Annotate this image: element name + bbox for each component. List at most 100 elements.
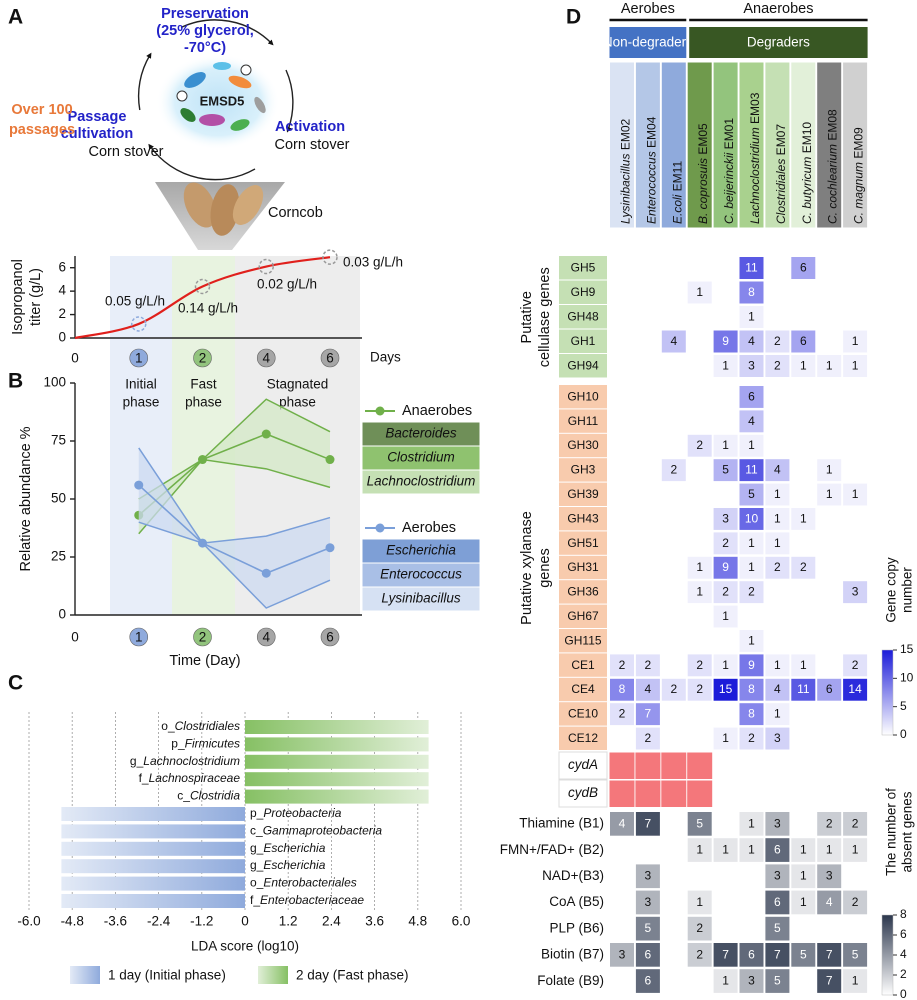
category-badge: [193, 627, 212, 647]
heat-cell: [739, 483, 764, 506]
heat-cell: [739, 281, 764, 304]
heat-cell: [713, 969, 738, 993]
row-label: GH36: [567, 585, 599, 599]
cell-label: 9: [722, 560, 729, 574]
heat-cell: [713, 508, 738, 530]
cycle-arrow: [285, 69, 294, 133]
category-badge: [256, 348, 276, 368]
section-label: Putative: [519, 291, 535, 343]
cell-label: 1: [722, 438, 729, 452]
legend-box: [361, 421, 481, 447]
cell-label: 1: [722, 842, 729, 856]
category-badge: [193, 348, 212, 368]
heat-cell: [635, 812, 660, 836]
row-header: [559, 726, 607, 750]
text-part: EM05: [696, 123, 710, 158]
x-tick-label: 4.8: [408, 914, 427, 929]
cell: [176, 90, 188, 102]
legend-box: [361, 562, 481, 588]
cell-label: 1: [826, 358, 833, 372]
row-header: [559, 677, 607, 702]
text-part: Gammaproteobacteria: [263, 824, 383, 838]
cell-label: 2: [696, 682, 703, 696]
cell-label: 2: [696, 947, 703, 961]
row-header: [559, 256, 607, 280]
text-part: C. magnum: [852, 162, 866, 224]
heat-cell: [713, 654, 738, 677]
cell-label: 1: [722, 973, 729, 987]
cell-label: 1: [722, 609, 729, 623]
phase-label: Fast: [190, 377, 217, 392]
cell-label: 1: [722, 658, 729, 672]
heat-cell: [635, 943, 660, 967]
bar: [61, 807, 246, 821]
row-header: [559, 629, 607, 653]
category-label: g_Escherichia: [250, 858, 326, 872]
cell-label: 11: [745, 260, 758, 274]
heat-cell: [635, 727, 660, 750]
y-axis-label: Relative abundance %: [18, 426, 34, 571]
heat-cell: [765, 654, 790, 677]
heat-cell: [843, 654, 868, 677]
cell-label: 3: [748, 358, 755, 372]
annotation: 0.03 g/L/h: [343, 255, 403, 270]
heat-cell: [765, 943, 790, 967]
row-label: GH94: [567, 358, 599, 372]
cell-label: 4: [748, 414, 755, 428]
cell-label: 1: [800, 842, 807, 856]
row-header: [558, 779, 608, 808]
bacteria: [176, 62, 266, 131]
heat-cell: [817, 969, 842, 993]
bar: [61, 824, 246, 839]
heat-cell: [791, 943, 816, 967]
cell-label: 2: [696, 438, 703, 452]
diagram-label: Preservation: [161, 6, 249, 22]
heat-cell: [713, 838, 738, 862]
series-line: [74, 256, 331, 340]
cell-label: 5: [645, 921, 652, 935]
heat-cell: [713, 330, 738, 353]
section-label: Putative xylanase: [519, 511, 535, 625]
legend-box: [361, 469, 481, 495]
row-label: GH48: [567, 309, 599, 323]
cell-label: 7: [774, 947, 781, 961]
heat-cell: [765, 916, 790, 941]
presence-cell: [661, 752, 687, 779]
column-header: [609, 61, 635, 229]
legend-item: Bacteroides: [385, 426, 457, 441]
row-header: [559, 580, 607, 604]
heat-cell: [765, 969, 790, 993]
heat-cell: [791, 257, 816, 279]
annotation: 0.05 g/L/h: [105, 294, 165, 309]
text-part: Enterococcus: [645, 151, 659, 224]
category-badge: [129, 627, 149, 647]
legend-label: Aerobes: [402, 520, 456, 536]
bar: [245, 720, 429, 734]
cell-label: 3: [826, 869, 833, 883]
cell-label: 1: [826, 463, 833, 477]
legend-marker: [375, 523, 385, 533]
column-label: Clostridiales EM07: [774, 124, 788, 224]
category-badge: [320, 627, 340, 647]
cell-label: 1: [748, 309, 755, 323]
group-box: [609, 27, 687, 58]
heat-cell: [713, 556, 738, 579]
colorbar-tick-label: 5: [900, 699, 907, 713]
cell-label: 7: [826, 973, 833, 987]
text-part: f_: [250, 893, 260, 907]
y-tick-label: 0: [58, 330, 66, 345]
y-tick-label: 100: [43, 375, 66, 390]
point: [325, 455, 335, 465]
cell-label: 1: [800, 358, 807, 372]
row-label: GH51: [567, 536, 599, 550]
heat-cell: [791, 864, 816, 889]
row-label: GH9: [571, 285, 596, 299]
heat-cell: [687, 678, 712, 701]
cell-label: 2: [826, 816, 833, 830]
cell-label: 4: [774, 463, 781, 477]
heat-cell: [739, 727, 764, 750]
row-label: CE1: [571, 658, 595, 672]
heat-cell: [765, 355, 790, 377]
category-badge: [320, 348, 340, 368]
heat-cell: [687, 890, 712, 915]
